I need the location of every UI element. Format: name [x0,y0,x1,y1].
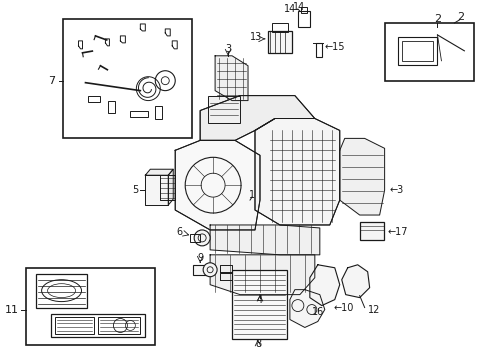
Polygon shape [341,265,369,298]
Polygon shape [193,265,207,275]
Bar [297,11,309,27]
Text: 2: 2 [456,12,464,22]
Text: 1: 1 [248,190,255,200]
Text: 14: 14 [292,2,305,12]
Text: 14: 14 [283,4,295,14]
Text: 5: 5 [132,185,138,195]
Text: 9: 9 [197,253,203,263]
Bar [401,41,432,61]
Polygon shape [210,255,314,294]
Polygon shape [175,140,260,230]
Text: 16: 16 [311,307,323,316]
Text: 2: 2 [433,14,440,24]
Text: 4: 4 [256,294,263,305]
Polygon shape [200,96,314,140]
Bar [190,234,200,242]
Circle shape [194,230,210,246]
Bar [25,268,155,345]
Polygon shape [232,270,286,339]
Polygon shape [145,169,173,175]
Text: 3: 3 [224,44,231,54]
Text: 7: 7 [48,76,56,86]
Text: ←15: ←15 [324,42,345,52]
Polygon shape [267,31,291,53]
Bar [359,222,383,240]
Bar [300,7,306,13]
Bar [88,96,100,102]
Bar [36,274,87,307]
Bar [232,270,286,339]
Polygon shape [145,175,168,205]
Bar [193,265,207,275]
Polygon shape [339,138,384,215]
Bar [271,23,287,32]
Bar [315,43,321,57]
Circle shape [203,263,217,277]
Bar [50,314,145,337]
Bar [155,105,162,120]
Text: 6: 6 [176,227,182,237]
Polygon shape [254,118,339,225]
Polygon shape [215,56,247,100]
Polygon shape [359,222,383,240]
Polygon shape [210,225,319,255]
Text: 8: 8 [254,339,261,349]
Text: 11: 11 [5,305,19,315]
Polygon shape [168,169,173,205]
Text: ←3: ←3 [389,185,403,195]
Bar [130,111,148,117]
Bar [267,31,291,53]
Bar [98,316,140,334]
Polygon shape [289,290,324,328]
Polygon shape [309,265,339,306]
Bar [108,100,115,113]
Bar [384,23,473,81]
Bar [397,37,437,65]
Text: ←10: ←10 [333,302,353,312]
Bar [62,19,192,138]
Text: 12: 12 [367,305,379,315]
Text: ←17: ←17 [387,227,407,237]
Polygon shape [160,175,175,200]
Bar [208,96,240,123]
Text: 13: 13 [249,32,262,42]
Polygon shape [208,96,240,123]
Bar [55,316,94,334]
